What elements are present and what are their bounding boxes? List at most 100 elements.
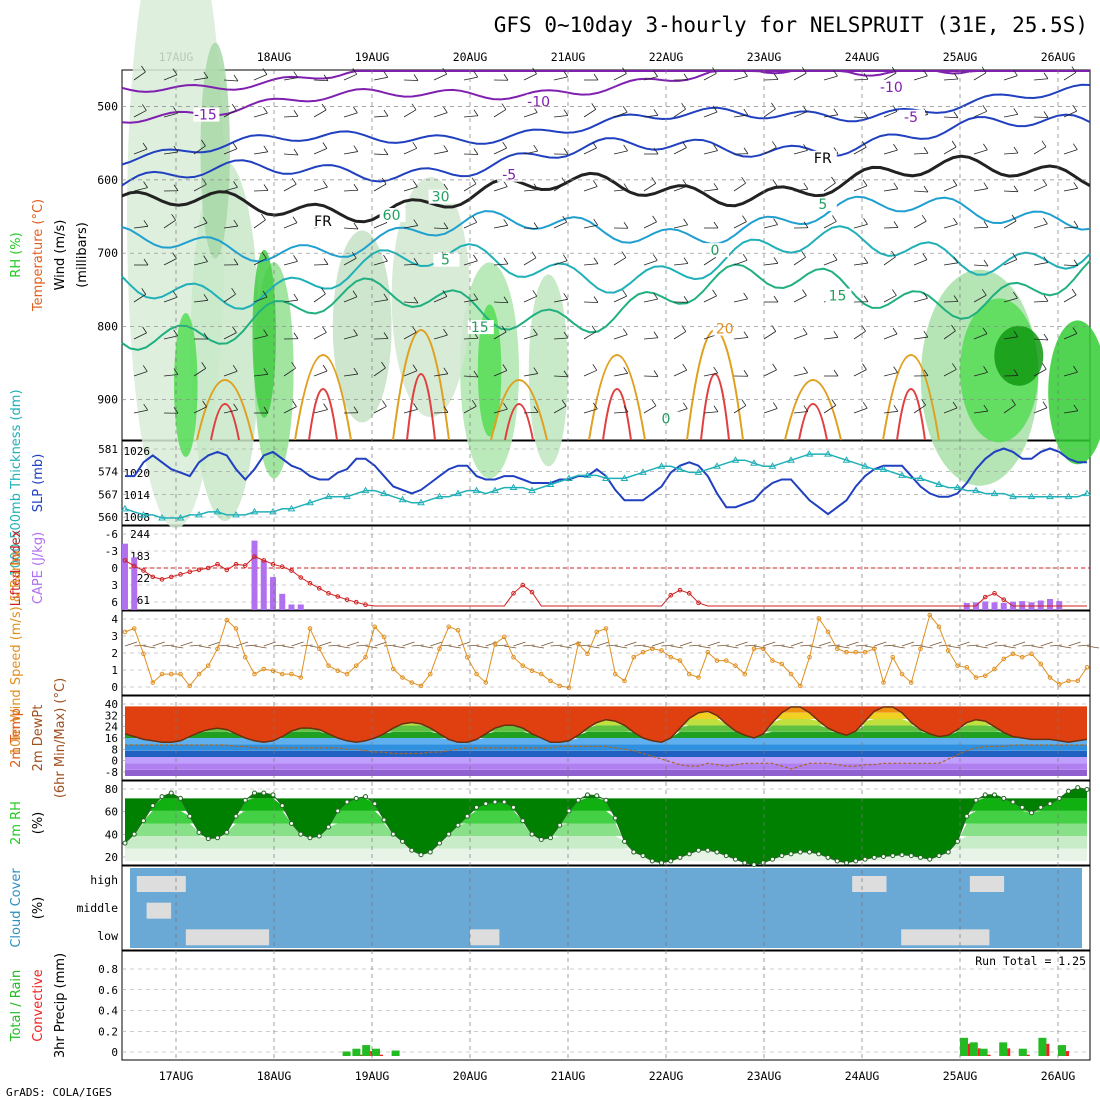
wind-barb [923, 69, 928, 77]
wind-speed-marker [224, 617, 230, 623]
axis-tick: 581 [98, 443, 118, 456]
wind-barb [413, 219, 419, 226]
thickness-marker [972, 486, 980, 494]
wind-barb [938, 644, 952, 647]
wind-barb [253, 373, 268, 377]
wind-speed-marker [1019, 654, 1025, 660]
wind-barb [523, 334, 538, 340]
wind-barb [973, 188, 988, 192]
wind-speed-marker [1084, 665, 1090, 670]
wind-barb [403, 370, 418, 377]
wind-barb [381, 177, 387, 185]
wind-barb [203, 255, 208, 262]
wind-barb [473, 293, 479, 300]
wind-barb [832, 253, 838, 261]
wind-barb [703, 111, 718, 118]
wind-barb [353, 145, 359, 152]
date-label-bottom: 18AUG [257, 1069, 292, 1083]
wind-barb [133, 294, 146, 303]
contour-label-bg [703, 243, 729, 258]
rh-marker [196, 829, 202, 835]
wind-barb [291, 177, 297, 185]
wind-barb [883, 372, 898, 377]
wind-barb [283, 77, 298, 81]
wind-speed-marker [899, 671, 905, 677]
cloud-patch [470, 929, 500, 946]
thickness-marker [731, 456, 740, 463]
contour-label-bg [193, 107, 220, 122]
wind-barb [712, 289, 717, 297]
wind-speed-marker [492, 641, 498, 647]
wind-barb [501, 325, 507, 333]
pressure-tick: 700 [97, 246, 118, 260]
thickness-marker [1083, 489, 1091, 497]
wind-barb [493, 147, 507, 155]
wind-barb [133, 332, 147, 340]
wind-barb [373, 153, 389, 156]
wind-speed-marker [844, 649, 849, 655]
wind-speed-marker [779, 661, 785, 667]
wind-speed-marker [955, 663, 960, 668]
li-marker [696, 600, 701, 606]
thickness-marker [583, 471, 592, 478]
wind-barb [973, 371, 988, 377]
side-label: 2m DewPt [31, 705, 46, 772]
contour-label: 0 [662, 412, 671, 428]
wind-barb [823, 182, 836, 192]
wind-barb [202, 178, 207, 185]
wind-speed-marker [788, 671, 794, 677]
rh-marker [168, 790, 174, 796]
wind-barb [1063, 264, 1079, 267]
wind-speed-marker [585, 651, 590, 657]
wind-barb [943, 262, 958, 266]
wind-barb [337, 645, 350, 649]
wind-barb [463, 221, 477, 229]
wind-barb [1043, 295, 1049, 302]
rh-marker [770, 856, 775, 862]
wind-barb [232, 364, 238, 372]
contour-label-bg [311, 213, 337, 228]
wind-barb [943, 78, 958, 81]
wind-barb [823, 114, 838, 118]
wind-barb [673, 147, 687, 155]
wind-speed-marker [1056, 681, 1062, 687]
axis-tick: 40 [105, 828, 118, 841]
wind-barb [313, 293, 326, 303]
wind-barb [943, 116, 959, 119]
rh-marker [307, 835, 313, 841]
wind-barb [613, 73, 627, 81]
footer-credit: GrADS: COLA/IGES [6, 1086, 112, 1099]
wind-barb [553, 375, 569, 378]
wind-barb [623, 367, 629, 374]
wind-barb [853, 78, 869, 81]
wind-barb [643, 76, 658, 81]
wind-barb [563, 293, 569, 300]
li-marker [224, 567, 230, 573]
wind-barb [553, 115, 568, 118]
wind-barb [233, 74, 239, 82]
wind-barb [163, 74, 178, 81]
wind-barb [633, 644, 646, 647]
wind-barb [353, 222, 359, 230]
axis-tick: -3 [105, 545, 118, 558]
rh-marker [187, 813, 193, 819]
wind-barb [261, 213, 266, 221]
wind-barb [533, 406, 539, 413]
wind-barb [559, 645, 572, 649]
wind-barb [1073, 220, 1079, 228]
rh-marker [890, 853, 896, 859]
wind-barb [703, 188, 718, 192]
wind-barb [591, 325, 597, 333]
thickness-marker [306, 498, 314, 506]
wind-barb [323, 403, 328, 410]
wind-barb [892, 645, 905, 649]
wind-barb [923, 108, 929, 115]
wind-barb [1013, 330, 1019, 338]
wind-barb [233, 403, 238, 411]
wind-barb [412, 364, 418, 371]
wind-barb [523, 295, 537, 303]
wind-barb [403, 263, 419, 266]
thickness-marker [398, 495, 407, 503]
wind-barb [913, 297, 928, 303]
wind-barb [733, 259, 748, 266]
